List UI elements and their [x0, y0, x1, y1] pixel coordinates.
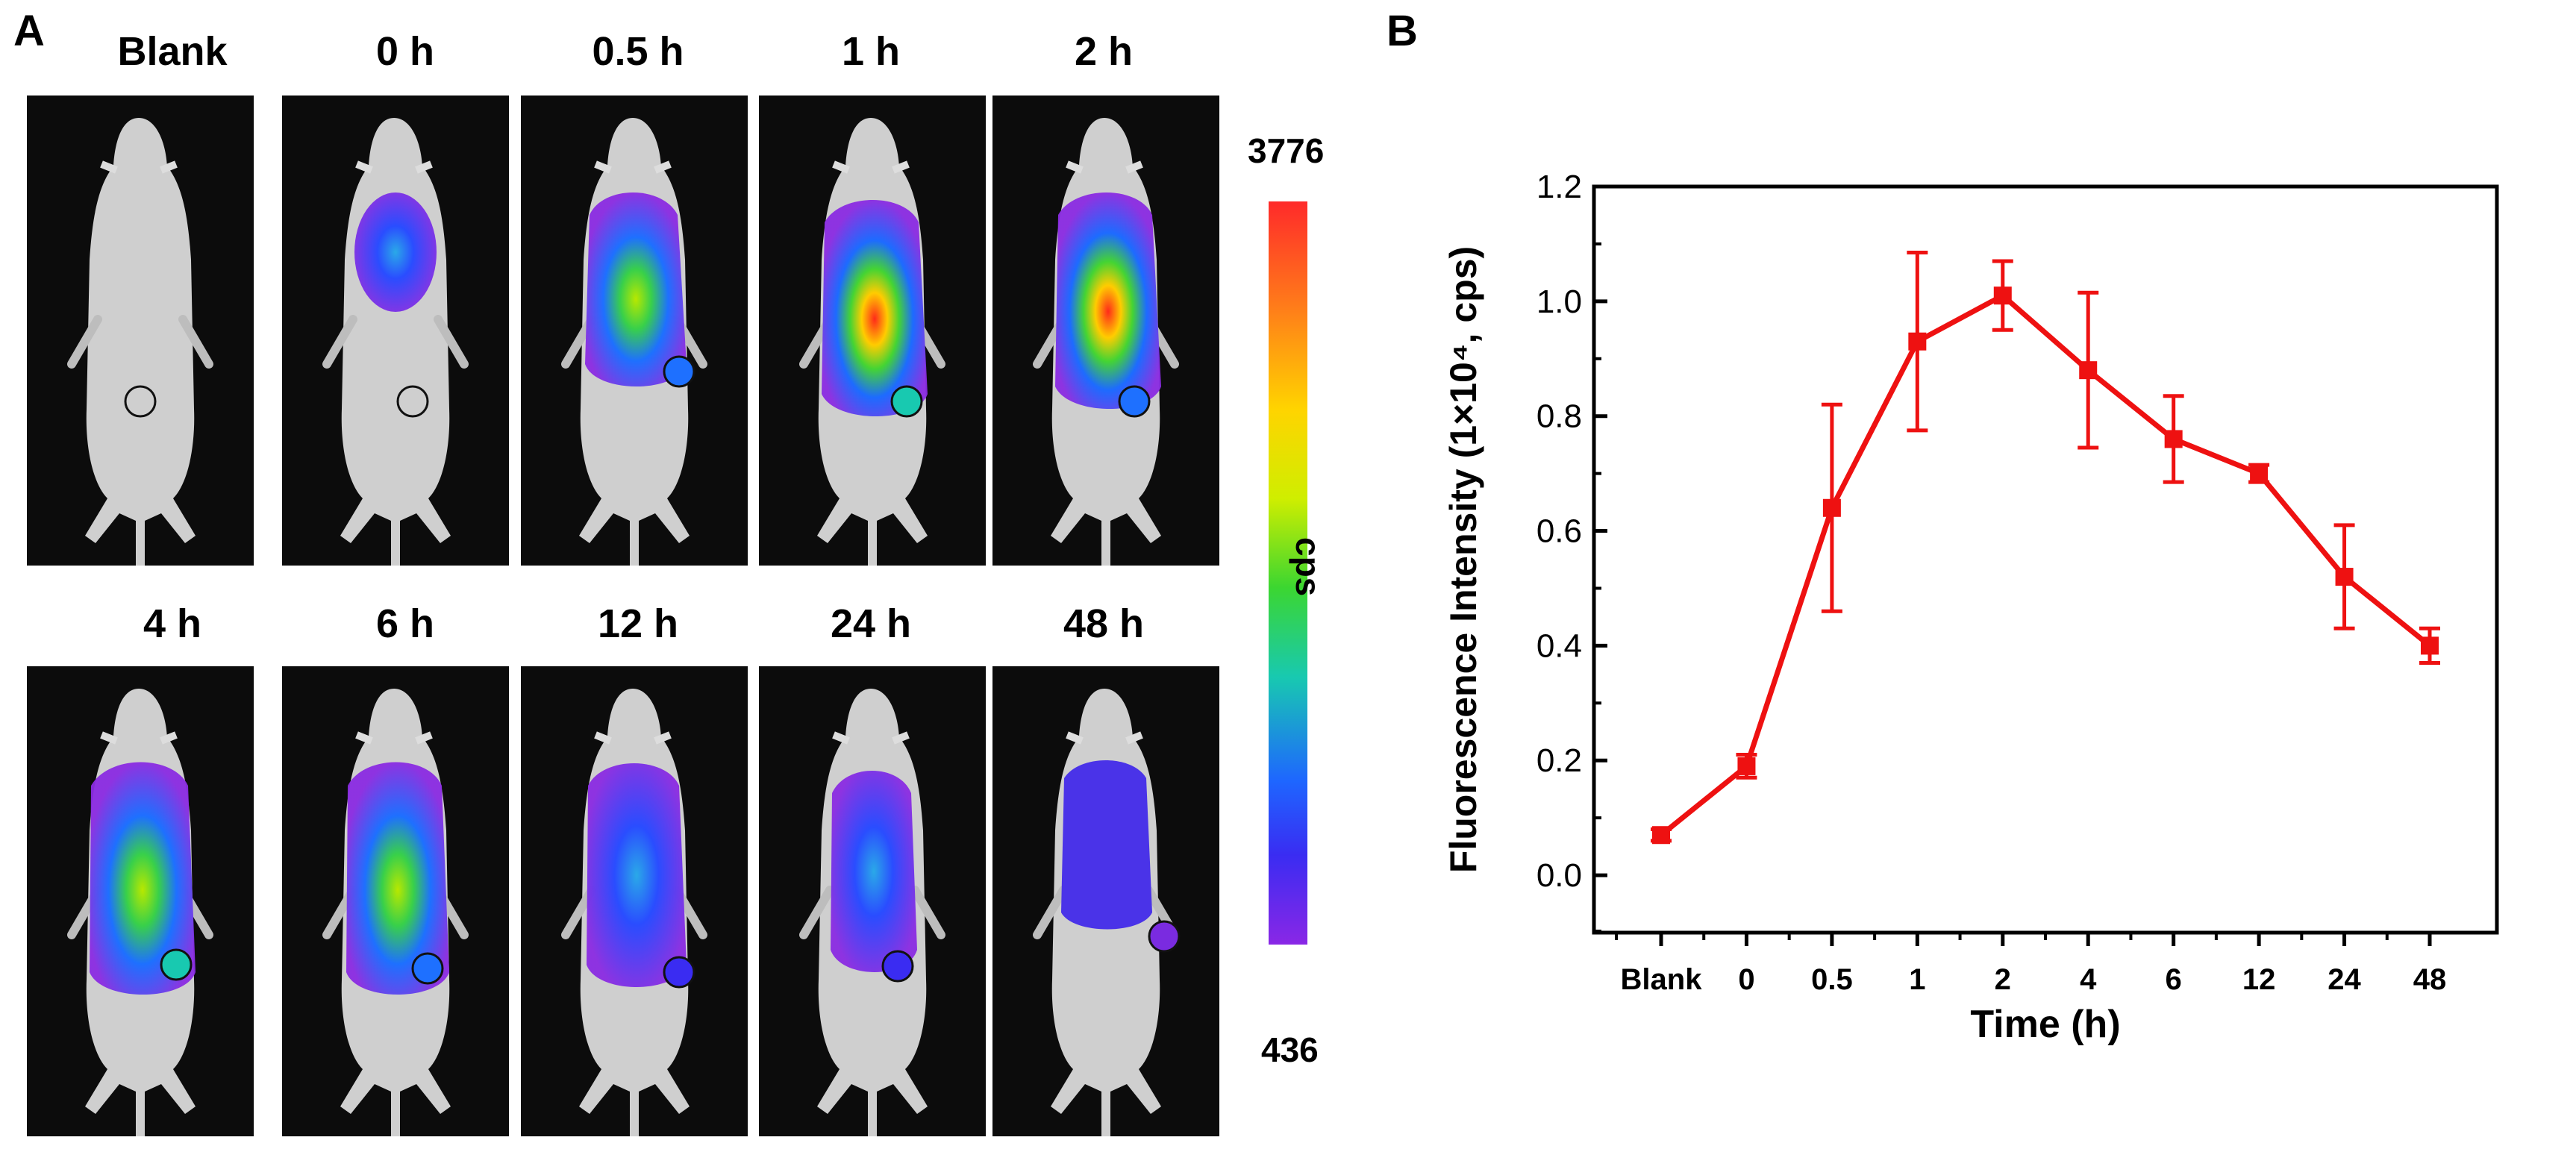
- mouse-image-4h: [27, 666, 254, 1136]
- x-tick-label: 4: [2080, 963, 2097, 996]
- y-tick-label: 1.0: [1536, 284, 1582, 320]
- mouse-image-1h: [759, 96, 986, 566]
- y-tick-label: 0.4: [1536, 627, 1582, 664]
- panel-a-letter: A: [13, 7, 45, 55]
- y-tick-label: 1.2: [1536, 172, 1582, 205]
- x-tick-label: 2: [1995, 963, 2011, 996]
- tile-label-0h: 0 h: [375, 29, 435, 74]
- tile-label-0-5h: 0.5 h: [592, 29, 684, 74]
- data-point: [2421, 636, 2439, 655]
- mouse-image-12h: [521, 666, 748, 1136]
- tile-label-24h: 24 h: [830, 601, 912, 646]
- data-point: [2079, 361, 2098, 380]
- chart-points: [1652, 287, 2439, 845]
- tile-label-12h: 12 h: [597, 601, 679, 646]
- y-tick-label: 0.2: [1536, 742, 1582, 779]
- y-axis-title: Fluorescence Intensity (1×10⁴, cps): [1442, 246, 1484, 873]
- x-tick-label: 1: [1909, 963, 1925, 996]
- mouse-image-2h: [992, 96, 1219, 566]
- tile-label-6h: 6 h: [375, 601, 435, 646]
- mouse-image-6h: [282, 666, 509, 1136]
- data-point: [2250, 464, 2269, 483]
- colorbar: [1269, 201, 1307, 945]
- x-tick-label: 48: [2413, 963, 2447, 996]
- x-tick-label: Blank: [1621, 963, 1703, 996]
- tile-label-4h: 4 h: [143, 601, 202, 646]
- plot-frame: [1592, 184, 2499, 935]
- mouse-image-0-5h: [521, 96, 748, 566]
- chart-axes: [1592, 184, 2499, 946]
- mouse-image-0h: [282, 96, 509, 566]
- y-tick-label: 0.0: [1536, 857, 1582, 894]
- panel-b-letter: B: [1387, 7, 1418, 55]
- x-tick-label: 12: [2242, 963, 2276, 996]
- data-point: [2335, 568, 2354, 586]
- y-tick-label: 0.8: [1536, 398, 1582, 435]
- data-point: [2164, 430, 2183, 448]
- x-tick-label: 0.5: [1811, 963, 1853, 996]
- series-line: [1659, 292, 2432, 837]
- mouse-image-48h: [992, 666, 1219, 1136]
- data-point: [1822, 498, 1841, 517]
- y-tick-label: 0.6: [1536, 513, 1582, 550]
- mouse-image-blank: [27, 96, 254, 566]
- x-axis-title: Time (h): [1970, 1003, 2120, 1046]
- tile-label-1h: 1 h: [841, 29, 901, 74]
- mouse-image-24h: [759, 666, 986, 1136]
- data-point: [1908, 332, 1927, 351]
- x-tick-label: 24: [2328, 963, 2361, 996]
- colorbar-unit-label: cps: [1289, 537, 1328, 597]
- x-tick-label: 0: [1738, 963, 1754, 996]
- x-tick-label: 6: [2166, 963, 2182, 996]
- colorbar-min-label: 436: [1261, 1030, 1319, 1069]
- tile-label-48h: 48 h: [1063, 601, 1145, 646]
- data-point: [1652, 826, 1670, 845]
- data-point: [1737, 757, 1756, 775]
- tile-label-2h: 2 h: [1074, 29, 1134, 74]
- data-point: [1993, 287, 2012, 305]
- tile-label-blank: Blank: [117, 29, 228, 74]
- colorbar-max-label: 3776: [1248, 131, 1325, 170]
